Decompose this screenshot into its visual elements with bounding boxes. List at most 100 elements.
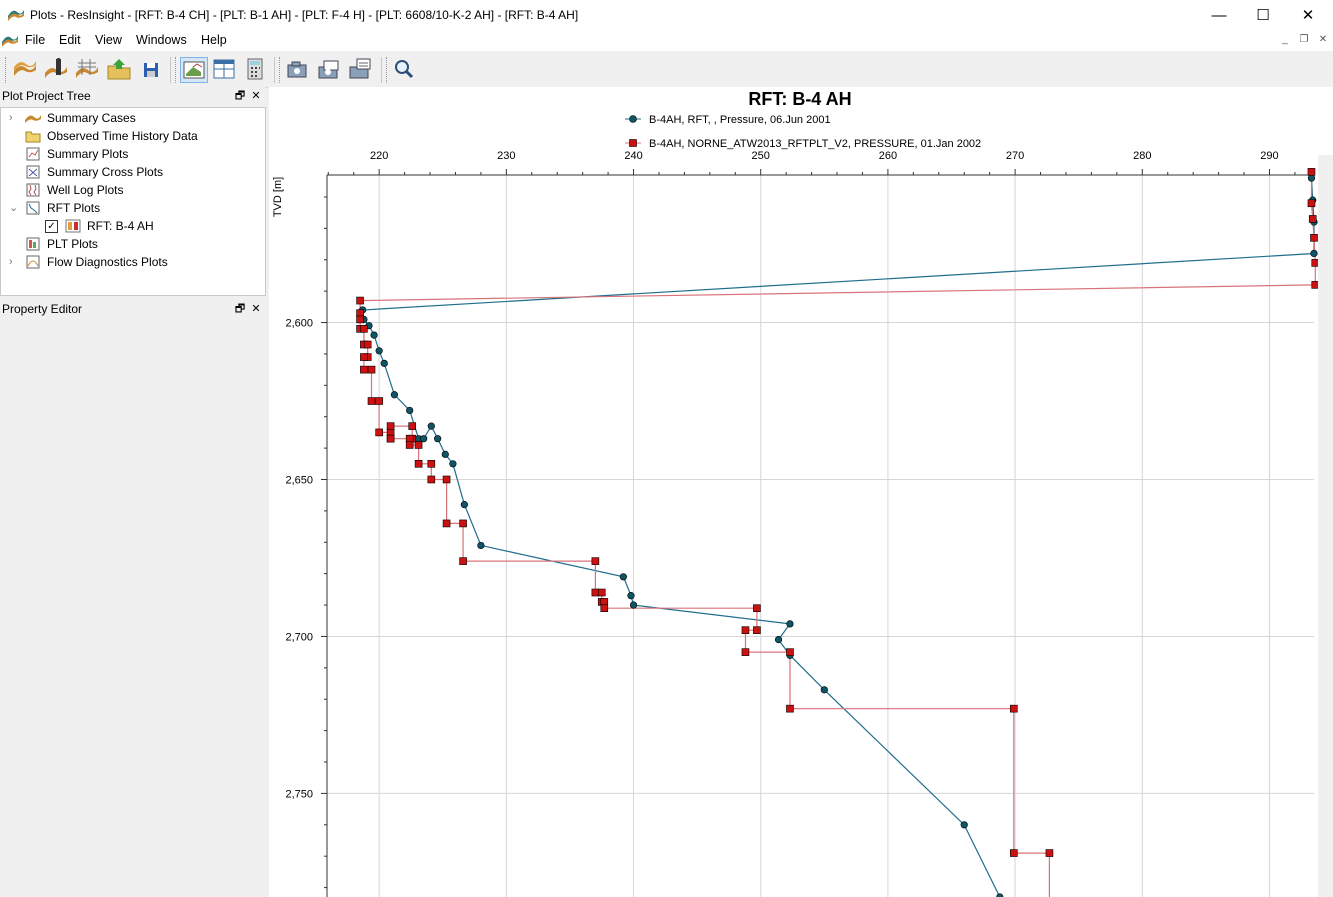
- menu-help[interactable]: Help: [201, 33, 227, 47]
- data-point-grid: [386, 434, 395, 443]
- data-point-rft: [1310, 249, 1318, 258]
- tree-item-well-log-plots[interactable]: Well Log Plots: [26, 181, 124, 199]
- expand-arrow-icon[interactable]: ›: [9, 256, 13, 268]
- checkbox-checked[interactable]: ✓: [45, 220, 58, 233]
- y-tick-label: 2,600: [285, 318, 313, 330]
- data-point-grid: [600, 598, 609, 606]
- tree-item-summary-plots[interactable]: Summary Plots: [26, 145, 128, 163]
- data-point-grid: [405, 434, 414, 443]
- zoom-all-icon[interactable]: [391, 57, 417, 81]
- y-tick-label: 2,650: [285, 474, 313, 486]
- tree-item-label: RFT: B-4 AH: [87, 219, 154, 233]
- data-point-grid: [1310, 233, 1318, 242]
- tree-item-plt-plots[interactable]: PLT Plots: [26, 235, 98, 253]
- toolbar: [0, 51, 1333, 88]
- snapshot-icon[interactable]: [285, 57, 311, 81]
- 3d-view-icon[interactable]: [180, 57, 208, 83]
- snapshot-all-icon[interactable]: [316, 57, 342, 81]
- data-point-grid: [753, 626, 761, 634]
- data-point-rft: [1307, 174, 1316, 182]
- data-point-grid: [360, 325, 368, 333]
- toolbar-grip[interactable]: [279, 57, 283, 83]
- data-point-grid: [356, 309, 364, 317]
- data-point-rft: [774, 635, 783, 644]
- mdi-minimize-button[interactable]: _: [1282, 34, 1288, 45]
- data-point-grid: [356, 315, 364, 324]
- mdi-app-icon[interactable]: [2, 34, 18, 48]
- tree-item-summary-cross-plots[interactable]: Summary Cross Plots: [26, 163, 163, 181]
- float-panel-button[interactable]: 🗗: [234, 90, 246, 102]
- data-point-grid: [386, 422, 395, 430]
- menu-view[interactable]: View: [95, 33, 122, 47]
- menu-edit[interactable]: Edit: [59, 33, 81, 47]
- data-point-rft: [449, 460, 457, 468]
- data-point-grid: [375, 397, 383, 405]
- minimize-button[interactable]: —: [1211, 7, 1227, 24]
- open-summary-icon[interactable]: [12, 57, 38, 81]
- save-project-icon[interactable]: [138, 57, 164, 81]
- collapse-arrow-icon[interactable]: ⌄: [9, 202, 19, 214]
- open-project-icon[interactable]: [106, 57, 132, 81]
- data-point-grid: [786, 704, 794, 713]
- menu-file[interactable]: File: [25, 33, 46, 47]
- maximize-button[interactable]: ☐: [1256, 7, 1270, 24]
- tree-item-label: Observed Time History Data: [47, 129, 198, 143]
- mdi-restore-button[interactable]: ❐: [1299, 34, 1309, 45]
- plot-vertical-scrollbar[interactable]: [1318, 155, 1333, 897]
- tree-item-label: RFT Plots: [47, 201, 101, 215]
- legend-label-grid: B-4AH, NORNE_ATW2013_RFTPLT_V2, PRESSURE…: [649, 138, 981, 150]
- data-point-grid: [367, 365, 376, 374]
- import-well-log-icon[interactable]: [43, 57, 69, 81]
- close-panel-button[interactable]: ✕: [251, 90, 261, 102]
- property-editor-titlebar: Property Editor 🗗 ✕: [0, 300, 265, 318]
- summary-cases-icon: [25, 115, 41, 123]
- toolbar-grip[interactable]: [386, 57, 390, 83]
- tree-item-summary-cases[interactable]: › Summary Cases: [9, 109, 136, 127]
- toolbar-grip[interactable]: [5, 57, 9, 83]
- data-point-grid: [375, 428, 383, 437]
- expand-arrow-icon[interactable]: ›: [9, 112, 13, 124]
- toolbar-separator: [381, 57, 382, 83]
- tile-windows-icon[interactable]: [211, 57, 237, 81]
- data-point-grid: [591, 588, 600, 597]
- legend-marker-rft: [629, 115, 637, 123]
- data-point-rft: [380, 359, 388, 367]
- menu-windows[interactable]: Windows: [136, 33, 187, 47]
- rft-chart[interactable]: RFT: B-4 AH B-4AH, RFT, , Pressure, 06.J…: [269, 87, 1333, 897]
- x-tick-label: 240: [624, 150, 642, 162]
- tree-item-flow-diagnostics[interactable]: › Flow Diagnostics Plots: [9, 253, 168, 271]
- float-panel-button[interactable]: 🗗: [234, 303, 246, 315]
- grid: [327, 175, 1314, 897]
- snapshot-all-views-icon[interactable]: [347, 57, 373, 81]
- data-point-rft: [960, 821, 968, 829]
- data-point-grid: [597, 588, 606, 597]
- toolbar-grip[interactable]: [175, 57, 179, 83]
- data-point-rft: [460, 501, 468, 509]
- mdi-close-button[interactable]: ✕: [1318, 34, 1328, 45]
- series-line-1: [361, 178, 1315, 897]
- close-panel-button[interactable]: ✕: [251, 303, 261, 315]
- rft-item-icon: [65, 219, 81, 233]
- folder-icon: [25, 131, 41, 143]
- well-log-plot-icon: [26, 183, 40, 197]
- data-point-grid: [367, 397, 376, 405]
- data-point-grid: [591, 557, 600, 565]
- data-point-grid: [1307, 199, 1316, 208]
- rft-plot-icon: [26, 201, 40, 215]
- tree-item-rft-b4ah[interactable]: ✓ RFT: B-4 AH: [45, 217, 154, 235]
- x-tick-label: 220: [370, 150, 388, 162]
- tree-item-rft-plots[interactable]: ⌄ RFT Plots: [9, 199, 101, 217]
- project-tree: › Summary Cases Observed Time History Da…: [0, 107, 266, 401]
- tree-item-observed-data[interactable]: Observed Time History Data: [25, 127, 198, 145]
- data-point-rft: [406, 406, 414, 415]
- calculator-icon[interactable]: [242, 57, 268, 81]
- close-button[interactable]: ✕: [1301, 7, 1315, 24]
- import-cases-icon[interactable]: [74, 57, 100, 81]
- data-point-grid: [360, 365, 368, 374]
- data-point-rft: [996, 893, 1004, 897]
- x-tick-label: 280: [1133, 150, 1151, 162]
- data-point-rft: [820, 686, 828, 694]
- tree-item-label: Well Log Plots: [47, 183, 124, 197]
- data-point-grid: [1308, 215, 1317, 223]
- plot-window: RFT: B-4 AH B-4AH, RFT, , Pressure, 06.J…: [269, 87, 1333, 897]
